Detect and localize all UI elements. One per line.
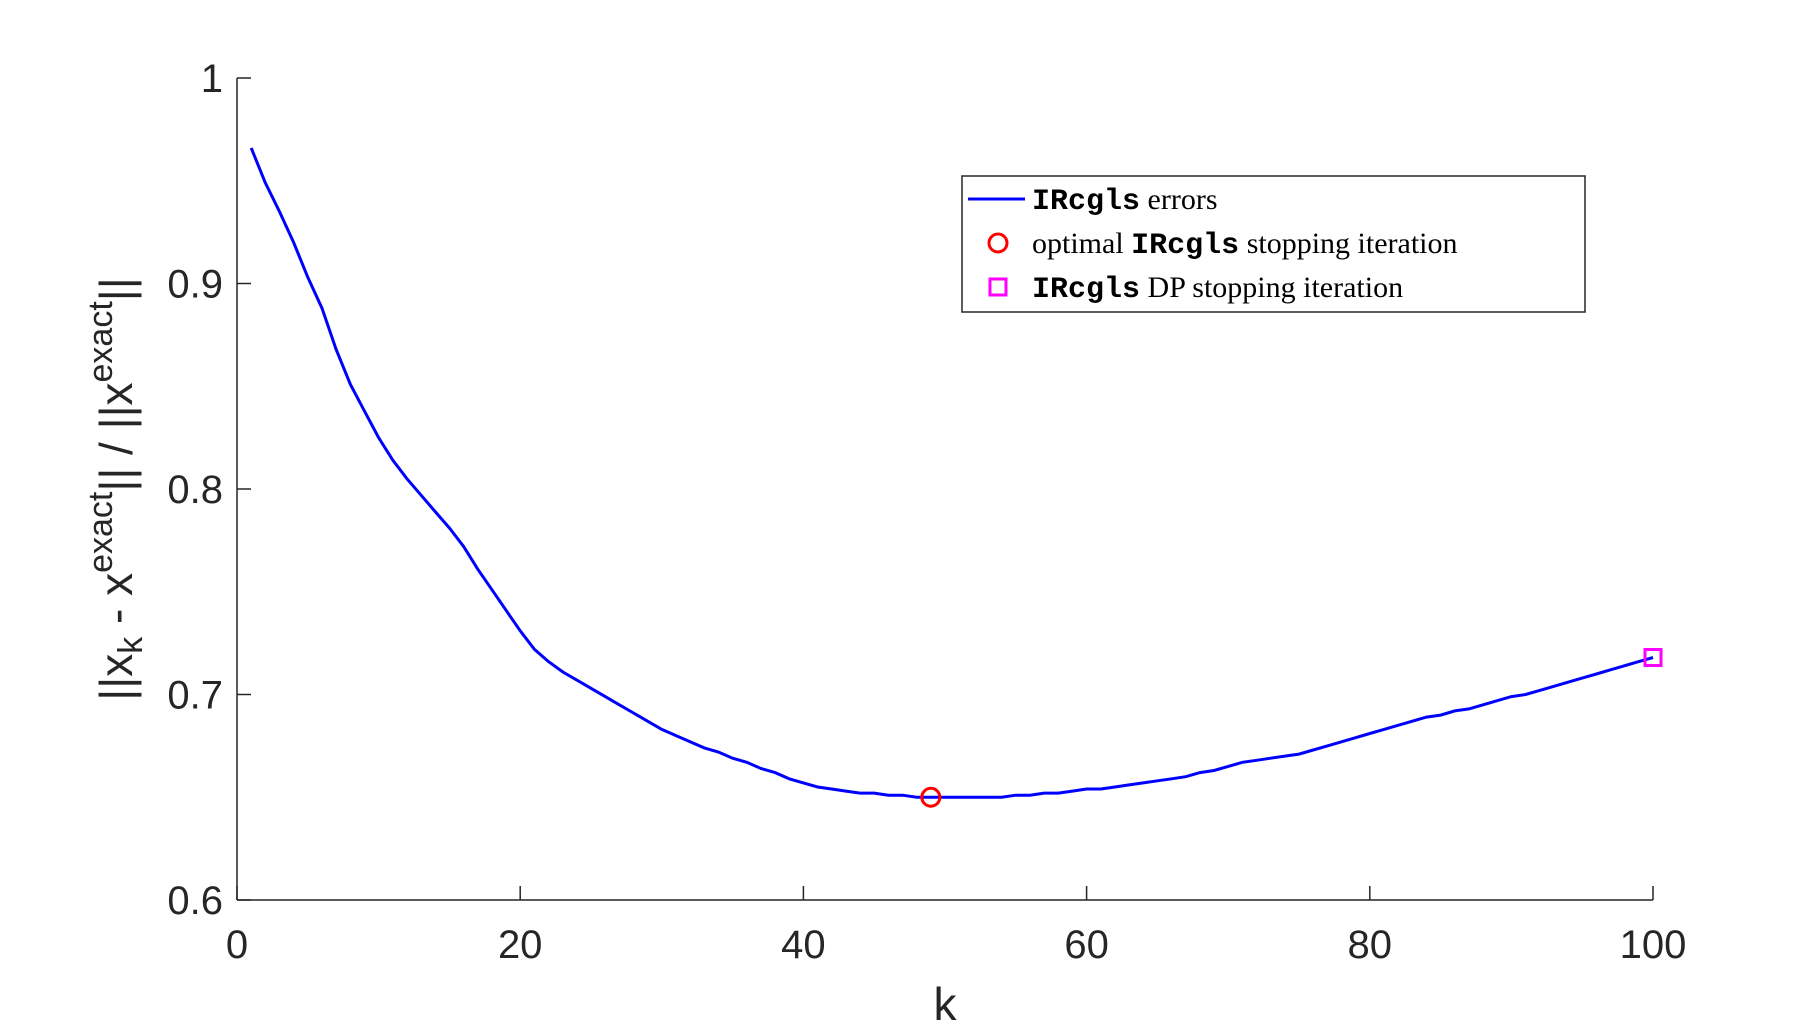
legend-square-swatch: [988, 277, 1008, 297]
legend-box: [961, 175, 1586, 313]
y-axis-label: ||xk - xexact|| / ||xexact||: [82, 277, 150, 700]
y-tick-label: 0.8: [167, 468, 223, 512]
y-axis-label-part: k: [112, 636, 150, 654]
legend-entry-label: IRcgls DP stopping iteration: [1032, 271, 1403, 307]
legend-text-part: errors: [1140, 183, 1217, 216]
x-tick-label: 40: [781, 923, 826, 967]
x-tick-label: 80: [1348, 923, 1393, 967]
legend-circle-swatch: [987, 232, 1009, 254]
y-axis-label-part: exact: [82, 491, 120, 573]
y-tick-label: 0.6: [167, 879, 223, 923]
errors-line: [249, 147, 1654, 799]
legend: IRcgls errors optimal IRcgls stopping ite…: [961, 175, 1586, 313]
legend-text-part: optimal: [1032, 227, 1131, 260]
y-axis-label-part: ||: [90, 277, 142, 301]
legend-text-part: stopping iteration: [1239, 227, 1457, 260]
legend-code-part: IRcgls: [1032, 185, 1140, 219]
y-axis-label-part: ||x: [90, 654, 142, 701]
y-axis-label-part: exact: [82, 301, 120, 383]
legend-code-part: IRcgls: [1131, 229, 1239, 263]
x-tick-label: 100: [1620, 923, 1687, 967]
x-tick-label: 20: [498, 923, 543, 967]
legend-text-part: DP stopping iteration: [1140, 271, 1403, 304]
legend-entry-label: IRcgls errors: [1032, 183, 1218, 219]
optimal-stop-marker: [920, 786, 942, 808]
y-tick-label: 0.7: [167, 674, 223, 718]
legend-code-part: IRcgls: [1032, 273, 1140, 307]
dp-stop-marker: [1643, 648, 1663, 668]
legend-entry-label: optimal IRcgls stopping iteration: [1032, 227, 1458, 263]
y-tick-label: 0.9: [167, 263, 223, 307]
x-axis-label: k: [934, 978, 958, 1030]
y-axis-label-part: - x: [90, 573, 142, 637]
x-tick-label: 60: [1064, 923, 1109, 967]
series-layer: [249, 147, 1663, 808]
y-tick-label: 1: [201, 57, 223, 101]
x-tick-label: 0: [226, 923, 248, 967]
y-axis-label-part: || / ||x: [90, 382, 142, 491]
